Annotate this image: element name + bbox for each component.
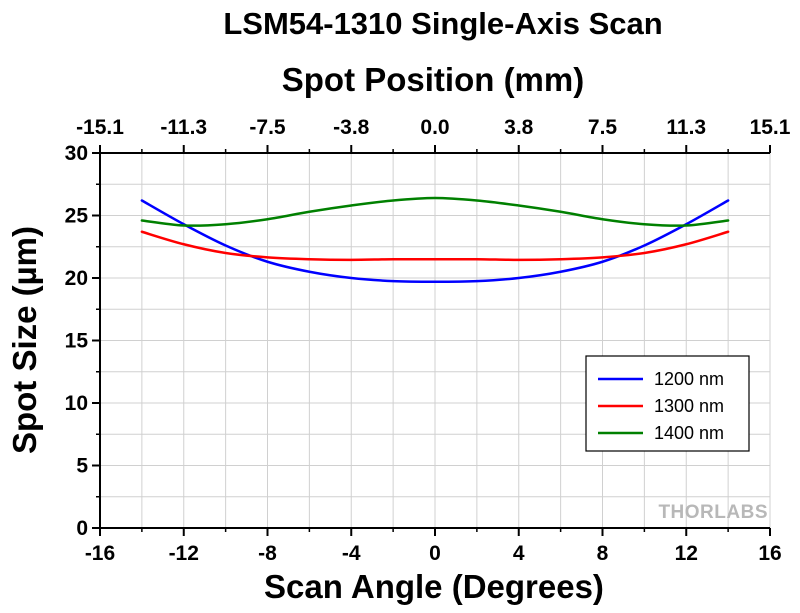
series-line-1300-nm — [140, 230, 730, 262]
plot-area — [140, 196, 730, 283]
series-line-1400-nm — [140, 196, 730, 227]
left-axis-ticks: 0 5 10 15 20 25 30 — [65, 142, 100, 540]
thorlabs-watermark: THORLABS — [658, 502, 768, 523]
top-tick-label: -15.1 — [76, 116, 124, 139]
top-tick-label: -11.3 — [160, 116, 207, 139]
top-tick-label: -3.8 — [333, 116, 370, 139]
legend-label-1400-nm: 1400 nm — [654, 423, 724, 443]
x-tick-label: -8 — [258, 542, 277, 565]
y-tick-label: 0 — [76, 517, 88, 540]
top-tick-label: -7.5 — [249, 116, 286, 139]
legend-box — [585, 355, 750, 452]
top-tick-label: 0.0 — [420, 116, 449, 139]
legend: 1200 nm 1300 nm 1400 nm — [585, 355, 750, 452]
top-axis-title: Spot Position (mm) — [282, 61, 584, 98]
y-tick-label: 5 — [76, 455, 88, 478]
y-axis-title: Spot Size (µm) — [6, 226, 43, 454]
x-tick-label: -4 — [342, 542, 361, 565]
top-axis-ticks: -15.1 -11.3 -7.5 -3.8 0.0 3.8 7.5 11.3 15.1 — [76, 116, 791, 153]
x-tick-label: -16 — [85, 542, 115, 565]
x-tick-label: 4 — [513, 542, 525, 565]
y-tick-label: 10 — [65, 392, 88, 415]
top-tick-label: 7.5 — [588, 116, 618, 139]
legend-label-1200-nm: 1200 nm — [654, 369, 724, 389]
x-tick-label: 0 — [429, 542, 441, 565]
x-tick-label: 8 — [597, 542, 609, 565]
y-tick-label: 20 — [65, 267, 88, 290]
y-tick-label: 25 — [65, 205, 89, 228]
legend-label-1300-nm: 1300 nm — [654, 396, 724, 416]
top-tick-label: 11.3 — [666, 116, 706, 139]
x-tick-label: -12 — [169, 542, 199, 565]
grid-lines — [99, 152, 771, 529]
x-tick-label: 16 — [758, 542, 781, 565]
x-axis-title: Scan Angle (Degrees) — [264, 568, 604, 605]
y-tick-label: 30 — [65, 142, 88, 165]
bottom-axis-ticks: -16 -12 -8 -4 0 4 8 12 16 — [85, 528, 782, 565]
x-tick-label: 12 — [675, 542, 698, 565]
top-tick-label: 3.8 — [504, 116, 534, 139]
chart-title: LSM54-1310 Single-Axis Scan — [223, 6, 662, 41]
top-tick-label: 15.1 — [750, 116, 791, 139]
series-line-1200-nm — [140, 199, 730, 283]
y-tick-label: 15 — [65, 330, 89, 353]
